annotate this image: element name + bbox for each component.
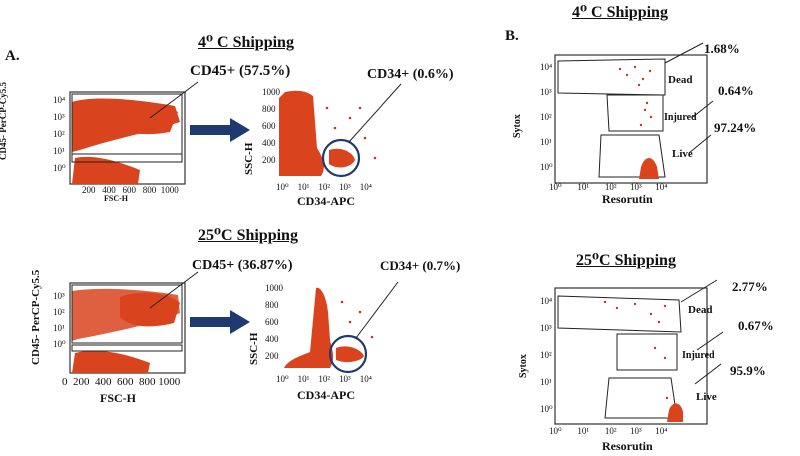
cd34-xlabel-25c: CD34-APC [297, 388, 355, 402]
cd45-gate-leader-25c [149, 271, 199, 309]
ssc-ylabel-4c: SSC-H [243, 142, 255, 175]
ssc-ylabel-25c: SSC-H [248, 332, 260, 365]
fsc-xticks-25c: 0 200 400 600 800 1000 [62, 376, 181, 388]
live-label-25c: Live [696, 391, 717, 403]
viability-plot-25c [554, 279, 724, 425]
ssc-cd34-plot-4c [279, 83, 402, 178]
cd45-yticks-25c: 10³ 10² 10¹ 10⁰ [53, 291, 66, 349]
injured-pct-4c: 0.64% [718, 83, 754, 98]
live-pct-25c: 95.9% [730, 363, 766, 378]
fsc-xlabel-25c: FSC-H [100, 391, 136, 405]
injured-label-25c: Injured [682, 350, 715, 361]
resorutin-xticks-25c: 10⁰ 10¹ 10² 10³ 10⁴ [549, 426, 668, 436]
heading-a-25c: 25⁰C Shipping [198, 227, 298, 244]
ssc-yticks-25c: 1000 800 600 400 200 [265, 283, 283, 361]
cd45-gate-leader-4c [149, 81, 199, 119]
cd45-fsc-plot-25c [69, 282, 186, 374]
resorutin-xticks-4c: 10⁰ 10¹ 10² 10³ 10⁴ [549, 182, 668, 192]
cd34-xlabel-4c: CD34-APC [297, 194, 355, 208]
viability-plot-4c [554, 42, 714, 184]
heading-a-4c: 4⁰ C Shipping [198, 34, 294, 51]
cd45-gate-label-25c: CD45+ (36.87%) [192, 258, 293, 273]
cd34-gate-label-4c: CD34+ (0.6%) [367, 67, 454, 82]
heading-b-4c: 4⁰ C Shipping [572, 4, 668, 21]
injured-label-4c: Injured [664, 112, 697, 123]
cd34-gate-label-25c: CD34+ (0.7%) [380, 258, 461, 273]
sytox-ylabel-25c: Sytox [518, 354, 529, 378]
resorutin-xlabel-4c: Resorutin [602, 192, 653, 206]
dead-pct-4c: 1.68% [704, 41, 740, 56]
injured-pct-25c: 0.67% [738, 318, 774, 333]
cd45-fsc-plot-4c [69, 91, 186, 185]
arrow-right-icon [190, 310, 250, 334]
dead-label-25c: Dead [688, 304, 713, 316]
cd45-yticks-4c: 10⁴ 10³ 10² 10¹ 10⁰ [53, 95, 66, 173]
fsc-xticks-4c: 200 400 600 800 1000 [82, 185, 179, 195]
sytox-ylabel-4c: Sytox [512, 114, 523, 138]
cd45-ylabel-4c: CD45- PerCP-Cy5.5 [0, 82, 8, 160]
resorutin-xlabel-25c: Resorutin [602, 439, 653, 453]
live-pct-4c: 97.24% [714, 120, 757, 135]
dead-pct-25c: 2.77% [732, 279, 768, 294]
ssc-yticks-4c: 1000 800 600 400 200 [262, 87, 280, 165]
panel-b-label: B. [505, 28, 519, 44]
heading-b-25c: 25⁰C Shipping [576, 252, 676, 269]
sytox-yticks-4c: 10⁴ 10³ 10² 10¹ 10⁰ [540, 62, 553, 172]
ssc-cd34-plot-25c [284, 281, 399, 374]
cd34-xticks-4c: 10⁰ 10¹ 10² 10³ 10⁴ [276, 182, 372, 192]
fsc-xlabel-4c: FSC-H [104, 194, 128, 203]
dead-label-4c: Dead [668, 74, 693, 86]
arrow-right-icon [190, 118, 250, 142]
cd34-xticks-25c: 10⁰ 10¹ 10² 10³ 10⁴ [276, 374, 372, 384]
sytox-yticks-25c: 10⁴ 10³ 10² 10¹ 10⁰ [540, 296, 553, 414]
live-label-4c: Live [672, 148, 693, 160]
cd45-ylabel-25c: CD45- PerCP-Cy5.5 [30, 269, 42, 365]
panel-a-label: A. [5, 48, 20, 64]
cd45-gate-label-4c: CD45+ (57.5%) [190, 63, 291, 79]
